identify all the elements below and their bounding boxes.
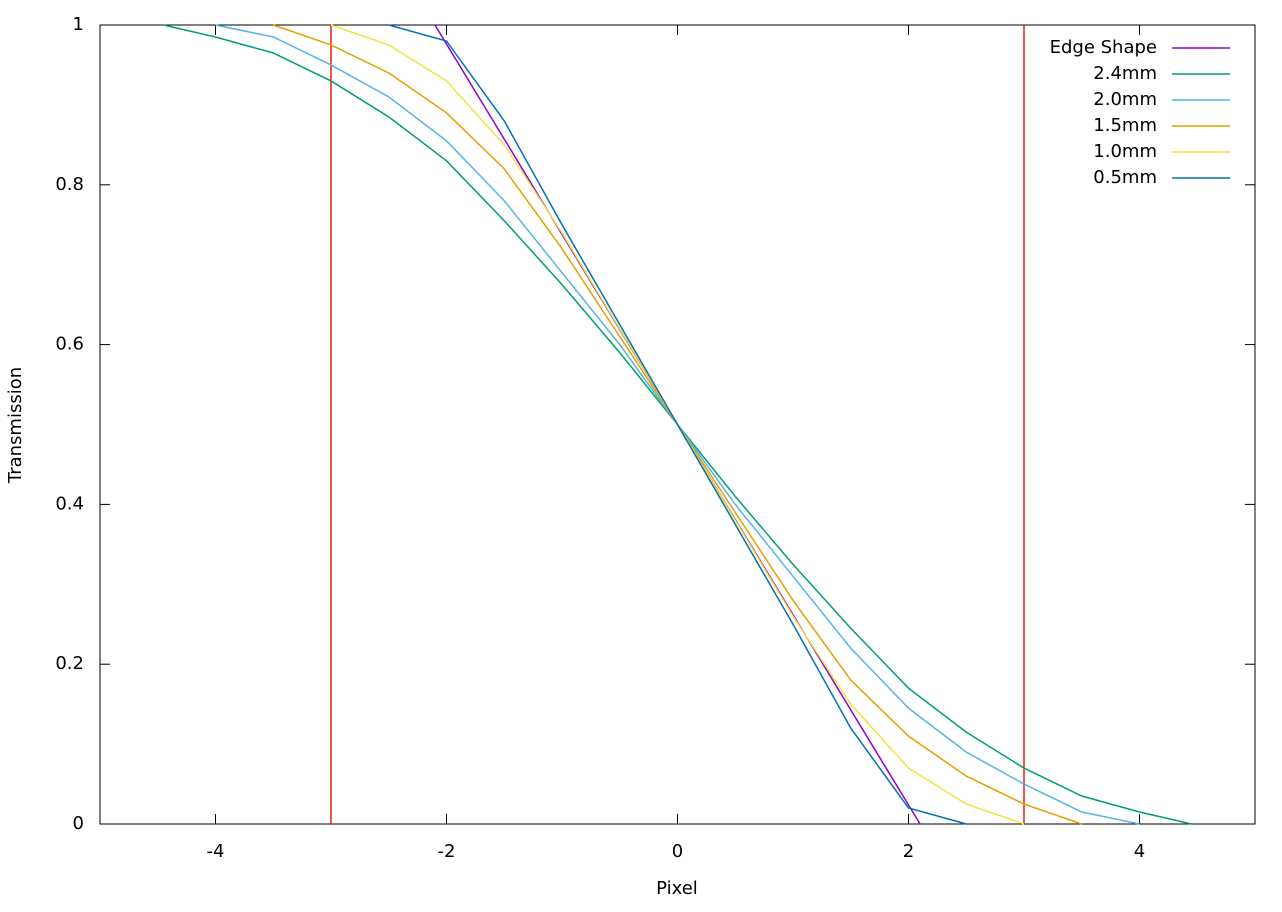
x-tick-label: -2 <box>438 841 456 862</box>
y-tick-label: 0.2 <box>55 653 84 674</box>
x-tick-label: 2 <box>903 841 914 862</box>
y-tick-label: 1 <box>73 14 84 35</box>
y-tick-label: 0.4 <box>55 493 84 514</box>
x-tick-label: 0 <box>672 841 683 862</box>
legend-label: 1.5mm <box>1093 115 1157 136</box>
legend-label: 2.4mm <box>1093 63 1157 84</box>
y-tick-label: 0.8 <box>55 174 84 195</box>
y-tick-label: 0.6 <box>55 334 84 355</box>
legend-label: 2.0mm <box>1093 89 1157 110</box>
legend-label: 1.0mm <box>1093 141 1157 162</box>
x-tick-label: 4 <box>1134 841 1145 862</box>
x-axis-label: Pixel <box>656 878 698 899</box>
series-line <box>388 24 967 825</box>
y-tick-label: 0 <box>73 813 84 834</box>
y-axis-label: Transmission <box>5 367 26 484</box>
x-tick-label: -4 <box>207 841 225 862</box>
legend-label: Edge Shape <box>1050 37 1157 58</box>
legend-label: 0.5mm <box>1093 167 1157 188</box>
